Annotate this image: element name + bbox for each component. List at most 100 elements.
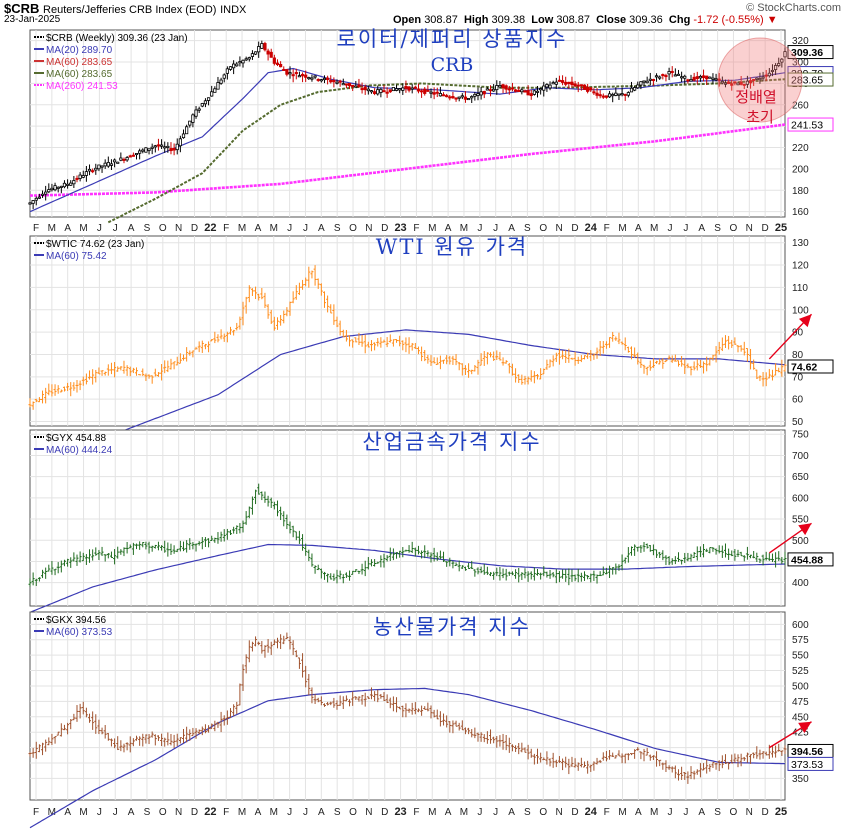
- x-tick-label: D: [571, 807, 578, 818]
- symbol-line: $CRB Reuters/Jefferies CRB Index (EOD) I…: [4, 1, 246, 16]
- ma60-line: [29, 329, 786, 445]
- price-candle: [432, 92, 436, 95]
- x-tick-label: M: [238, 807, 246, 818]
- price-candle: [37, 196, 41, 199]
- y-tick-label: 650: [792, 472, 809, 483]
- price-tag: [787, 45, 834, 60]
- y-tick-label: 110: [792, 283, 808, 294]
- ma60-line: [29, 687, 785, 829]
- price-candle: [91, 170, 95, 173]
- price-candle: [360, 88, 364, 91]
- legend-entry: $GYX 454.88: [46, 433, 106, 444]
- price-candle: [661, 74, 665, 77]
- price-candle: [272, 57, 276, 64]
- price-candle: [614, 92, 618, 96]
- price-candle: [247, 57, 251, 60]
- x-tick-label: A: [64, 223, 71, 234]
- legend-entry: MA(60) 373.53: [46, 627, 113, 638]
- price-candle: [282, 68, 286, 71]
- y-tick-label: 160: [792, 207, 809, 218]
- price-candle: [47, 189, 51, 193]
- price-candle: [576, 84, 580, 87]
- price-tag-label: 394.56: [791, 746, 823, 758]
- price-candle: [495, 85, 499, 91]
- open-value: 308.87: [424, 14, 458, 26]
- price-candle: [755, 77, 759, 80]
- price-candle: [112, 159, 117, 163]
- panel-gkx: F M A M J J A S O N D 22 F M A M J J A S O N D 23 F M A M J J A S O N D 24 F…: [28, 611, 834, 829]
- price-candle: [466, 98, 471, 101]
- price-candle: [141, 149, 145, 152]
- price-candle: [332, 80, 336, 83]
- y-tick-label: 60: [792, 395, 804, 406]
- y-tick-label: 130: [792, 238, 809, 249]
- price-candle: [567, 81, 571, 84]
- price-candle: [761, 76, 765, 79]
- x-tick-label: N: [746, 223, 753, 234]
- price-candle: [742, 83, 746, 86]
- price-candle: [592, 91, 596, 94]
- price-candle: [542, 85, 546, 91]
- price-candle: [579, 84, 583, 87]
- price-candle: [131, 154, 135, 157]
- price-candle: [253, 51, 258, 55]
- price-candle: [313, 75, 317, 78]
- annotation-text-1: 정배열: [735, 88, 776, 106]
- price-candle: [210, 91, 214, 97]
- price-candle: [692, 76, 696, 81]
- x-tick-label: F: [604, 807, 610, 818]
- price-candle: [266, 50, 270, 55]
- price-candle: [94, 167, 98, 171]
- price-candle: [523, 90, 527, 93]
- y-tick-label: 500: [792, 681, 809, 692]
- price-candle: [701, 75, 706, 79]
- y-tick-label: 300: [792, 58, 809, 69]
- x-tick-label: O: [730, 807, 738, 818]
- price-candle: [554, 81, 558, 85]
- price-candle: [633, 87, 637, 91]
- y-tick-label: 80: [792, 350, 804, 361]
- price-candle: [175, 143, 179, 151]
- price-candle: [664, 75, 668, 78]
- price-candle: [404, 85, 408, 89]
- x-tick-label: O: [730, 223, 738, 234]
- x-tick-label: D: [762, 807, 769, 818]
- close-value: 309.36: [629, 14, 663, 26]
- price-candle: [59, 185, 63, 188]
- x-tick-label: A: [445, 223, 452, 234]
- x-tick-label: J: [287, 223, 292, 234]
- price-candle: [109, 163, 114, 166]
- price-candle: [557, 79, 562, 82]
- y-tick-label: 180: [792, 186, 809, 197]
- x-tick-label: 22: [204, 806, 216, 818]
- x-tick-label: M: [650, 807, 658, 818]
- x-tick-label: M: [428, 807, 436, 818]
- chart-header: $CRB Reuters/Jefferies CRB Index (EOD) I…: [0, 0, 849, 26]
- price-candle: [338, 80, 342, 83]
- x-tick-label: J: [113, 223, 118, 234]
- price-candle: [307, 77, 311, 80]
- price-candle: [341, 83, 345, 86]
- price-candle: [84, 171, 88, 176]
- price-candle: [288, 72, 292, 75]
- price-candle: [116, 161, 120, 164]
- price-candle: [601, 95, 605, 98]
- price-candle: [394, 88, 399, 91]
- price-candle: [460, 95, 464, 98]
- price-candle: [620, 93, 624, 96]
- price-candle: [65, 183, 70, 186]
- price-candle: [617, 93, 621, 96]
- price-candle: [714, 78, 718, 81]
- price-candle: [181, 133, 186, 139]
- price-candle: [391, 87, 396, 92]
- x-tick-label: O: [349, 807, 357, 818]
- price-candle: [244, 58, 248, 61]
- price-candle: [232, 63, 236, 69]
- price-candle: [517, 89, 521, 92]
- price-candle: [745, 80, 750, 85]
- price-candle: [758, 78, 762, 81]
- price-candle: [689, 79, 693, 82]
- price-candle: [297, 75, 302, 78]
